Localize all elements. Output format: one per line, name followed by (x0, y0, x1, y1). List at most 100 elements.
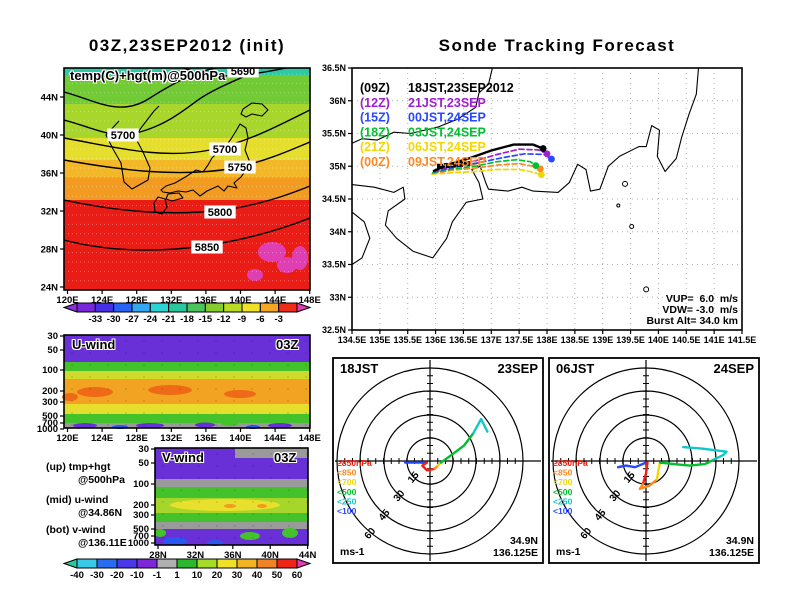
svg-text:135E: 135E (369, 335, 390, 345)
svg-text:124E: 124E (91, 433, 113, 444)
svg-text:5750: 5750 (228, 162, 252, 174)
hodo2-date: 24SEP (713, 361, 754, 376)
svg-text:35N: 35N (329, 161, 346, 171)
uwind-label: U-wind (72, 337, 116, 352)
svg-text:(18Z): (18Z) (360, 125, 390, 139)
svg-text:≥850hPa: ≥850hPa (337, 458, 372, 468)
svg-text:137.5E: 137.5E (505, 335, 534, 345)
svg-text:-30: -30 (107, 314, 121, 325)
svg-text:36N: 36N (329, 96, 346, 106)
svg-text:<500: <500 (337, 487, 357, 497)
svg-text:-21: -21 (162, 314, 176, 325)
svg-text:148E: 148E (299, 295, 321, 306)
svg-text:120E: 120E (56, 295, 78, 306)
svg-text:03JST,24SEP: 03JST,24SEP (408, 125, 486, 139)
svg-text:134.5E: 134.5E (338, 335, 367, 345)
map-field-label: temp(C)+hgt(m)@500hPa (70, 68, 226, 83)
uwind-x-axis: 120E 124E 128E 132E 136E 140E 144E 148E (56, 428, 321, 444)
hodograph-18jst-legend: ≥850hPa<850<700<500<250<100 (337, 458, 372, 516)
svg-text:5800: 5800 (208, 207, 232, 219)
svg-text:(09Z): (09Z) (360, 81, 390, 95)
vwind-label: V-wind (162, 450, 204, 465)
svg-text:138.5E: 138.5E (561, 335, 590, 345)
svg-text:40: 40 (252, 570, 263, 581)
svg-text:20: 20 (212, 570, 223, 581)
svg-text:36.5N: 36.5N (322, 63, 346, 73)
svg-text:1000: 1000 (37, 424, 58, 435)
svg-text:28N: 28N (149, 550, 167, 561)
map-500hpa-panel: 5690 5700 5700 5750 5800 5850 (63, 66, 311, 291)
vwind-time-label: 03Z (274, 450, 297, 465)
svg-text:32N: 32N (41, 207, 59, 218)
hodograph-06jst-trace (616, 445, 728, 491)
svg-text:-1: -1 (153, 570, 162, 581)
note-bot-label: (bot) v-wind (46, 524, 106, 536)
svg-text:148E: 148E (299, 433, 321, 444)
svg-text:140.5E: 140.5E (672, 335, 701, 345)
svg-text:128E: 128E (126, 295, 148, 306)
note-mid-value: @34.86N (78, 507, 123, 519)
svg-text:136E: 136E (425, 335, 446, 345)
svg-text:5700: 5700 (213, 144, 237, 156)
svg-text:<250: <250 (337, 496, 357, 506)
svg-text:44N: 44N (41, 93, 59, 104)
svg-text:-20: -20 (110, 570, 124, 581)
hodograph-18jst-trace (404, 417, 489, 472)
svg-text:36N: 36N (224, 550, 242, 561)
svg-text:140E: 140E (648, 335, 669, 345)
svg-text:137E: 137E (481, 335, 502, 345)
svg-text:33N: 33N (329, 292, 346, 302)
sonde-vup-annotation: VUP= 6.0 m/s (665, 293, 738, 305)
svg-text:-15: -15 (198, 314, 212, 325)
svg-text:100: 100 (133, 479, 149, 490)
svg-text:50: 50 (272, 570, 283, 581)
sonde-legend: (09Z) 18JST,23SEP2012 (12Z) 21JST,23SEP (15Z… (360, 81, 514, 169)
map-500hpa-title: 03Z,23SEP2012 (init) (88, 36, 286, 55)
svg-text:21JST,23SEP: 21JST,23SEP (408, 96, 486, 110)
sonde-x-axis: 134.5E 135E 135.5E 136E 136.5E 137E 137.5E 138E… (338, 330, 757, 345)
hodo2-time: 06JST (556, 361, 595, 376)
hodo2-unit: ms-1 (556, 546, 581, 558)
hodo1-site-lon: 136.125E (493, 547, 538, 559)
svg-text:141.5E: 141.5E (728, 335, 757, 345)
svg-text:136E: 136E (195, 295, 217, 306)
svg-text:5850: 5850 (195, 242, 219, 254)
svg-text:<100: <100 (553, 506, 573, 516)
svg-text:<100: <100 (337, 506, 357, 516)
svg-text:40N: 40N (41, 131, 59, 142)
svg-text:140E: 140E (229, 295, 251, 306)
svg-text:30: 30 (138, 444, 149, 455)
svg-text:60: 60 (292, 570, 303, 581)
svg-text:-33: -33 (88, 314, 102, 325)
sonde-title: Sonde Tracking Forecast (438, 36, 676, 55)
svg-text:144E: 144E (264, 433, 286, 444)
hodo1-time: 18JST (340, 361, 379, 376)
svg-text:1000: 1000 (128, 538, 149, 549)
svg-text:<850: <850 (553, 468, 573, 478)
svg-text:-18: -18 (180, 314, 194, 325)
hodo1-date: 23SEP (497, 361, 538, 376)
svg-text:00JST,24SEP: 00JST,24SEP (408, 111, 486, 125)
svg-text:09JST,24SEP: 09JST,24SEP (408, 155, 486, 169)
note-up-value: @500hPa (78, 474, 126, 486)
svg-text:06JST,24SEP: 06JST,24SEP (408, 140, 486, 154)
svg-text:120E: 120E (56, 433, 78, 444)
svg-text:(00Z): (00Z) (360, 155, 390, 169)
svg-text:200: 200 (133, 500, 149, 511)
svg-text:5690: 5690 (231, 66, 255, 78)
svg-text:124E: 124E (91, 295, 113, 306)
wind-colorbar: -40 -30 -20 -10 -1 1 10 20 30 40 50 60 (62, 558, 312, 581)
svg-text:(12Z): (12Z) (360, 96, 390, 110)
hodo2-site-lat: 34.9N (725, 535, 754, 547)
svg-text:141E: 141E (704, 335, 725, 345)
svg-text:700: 700 (133, 531, 149, 542)
sonde-panel (351, 67, 743, 331)
hodograph-06jst-legend: ≥850hPa<850<700<500<250<100 (553, 458, 588, 516)
svg-text:32.5N: 32.5N (322, 325, 346, 335)
